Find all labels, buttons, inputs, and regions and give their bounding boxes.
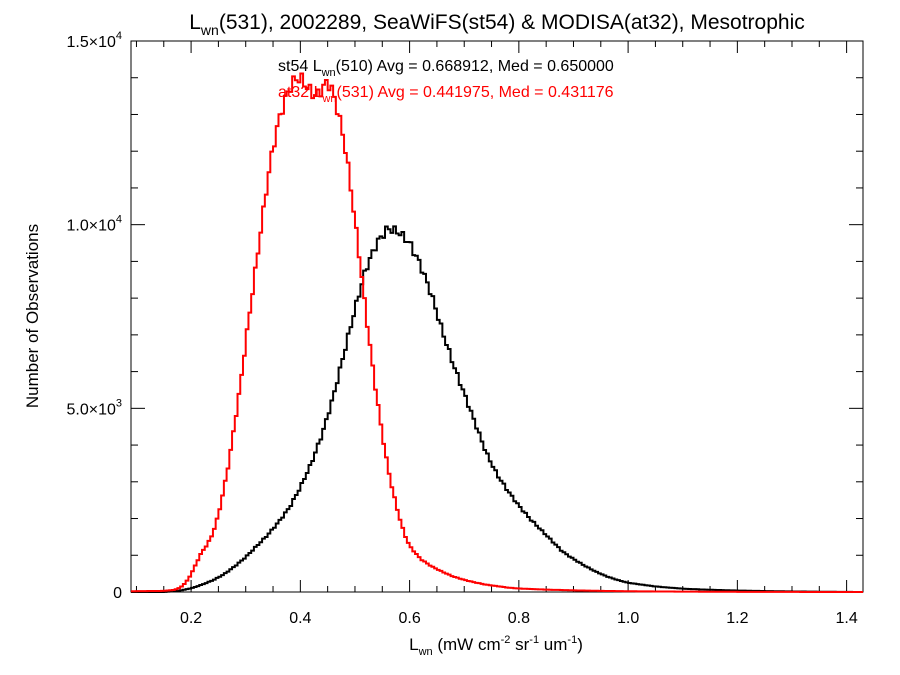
x-tick-label: 0.6	[398, 610, 420, 627]
y-tick-label: 5.0×103	[66, 397, 122, 418]
y-axis-tick-labels: 0 5.0×103 1.0×104 1.5×104	[66, 30, 122, 602]
x-tick-label: 1.0	[617, 610, 639, 627]
xlabel-subscript: wn	[418, 646, 433, 658]
legend-st54-subscript: wn	[321, 67, 336, 79]
xlabel-close: )	[577, 635, 583, 654]
xlabel-prefix: L	[409, 635, 418, 654]
y-axis-ticks	[131, 40, 863, 593]
x-axis-tick-labels: 0.2 0.4 0.6 0.8 1.0 1.2 1.4	[180, 610, 858, 627]
plot-frame	[130, 40, 864, 593]
x-tick-label: 1.2	[726, 610, 748, 627]
xlabel-open: (mW cm	[433, 635, 501, 654]
legend-st54-rest: (510) Avg = 0.668912, Med = 0.650000	[336, 58, 614, 75]
xlabel-sup3: -1	[567, 634, 577, 646]
x-axis-label: Lwn (mW cm-2 sr-1 um-1)	[409, 634, 583, 658]
chart-title: Lwn(531), 2002289, SeaWiFS(st54) & MODIS…	[189, 11, 805, 38]
legend-st54-prefix: st54 L	[278, 58, 322, 75]
x-tick-label: 0.2	[180, 610, 202, 627]
y-tick-label: 1.5×104	[66, 30, 122, 51]
xlabel-sup2: -1	[529, 634, 539, 646]
legend-at32-subscript: wn	[321, 93, 336, 105]
title-subscript: wn	[200, 22, 219, 38]
y-tick-label: 1.0×104	[66, 214, 122, 235]
series-line-st54	[131, 225, 863, 593]
x-axis-ticks	[135, 41, 848, 592]
y-axis-label: Number of Observations	[23, 224, 42, 408]
legend-entry-st54: st54 Lwn(510) Avg = 0.668912, Med = 0.65…	[278, 58, 614, 79]
title-rest: (531), 2002289, SeaWiFS(st54) & MODISA(a…	[219, 11, 805, 34]
series-line-at32	[131, 72, 863, 593]
xlabel-mid2: um	[539, 635, 567, 654]
xlabel-mid1: sr	[510, 635, 529, 654]
xlabel-sup1: -2	[501, 634, 511, 646]
title-prefix: L	[189, 11, 201, 34]
legend-at32-rest: (531) Avg = 0.441975, Med = 0.431176	[337, 84, 614, 101]
y-tick-label: 0	[113, 585, 122, 602]
x-tick-label: 1.4	[835, 610, 857, 627]
histogram-series	[131, 72, 863, 593]
x-tick-label: 0.8	[508, 610, 530, 627]
x-tick-label: 0.4	[289, 610, 311, 627]
